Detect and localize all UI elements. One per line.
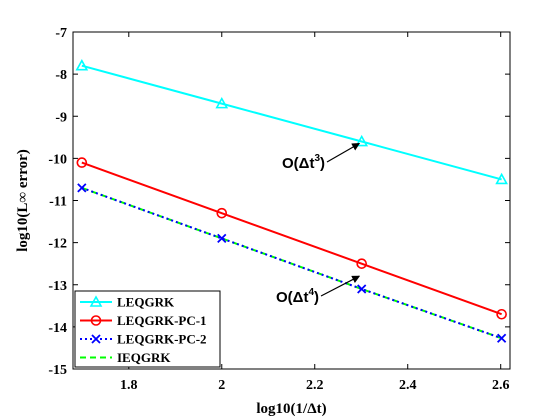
order-annotation: O(Δt3)	[282, 143, 361, 172]
annotation-text: O(Δt4)	[276, 287, 319, 306]
data-point	[216, 207, 228, 219]
legend: LEQGRK LEQGRK-PC-1 LEQGRK-PC-2 IEQGRK	[74, 290, 221, 368]
y-axis-label: log10(L∞ error)	[15, 149, 31, 251]
annotations: O(Δt3) O(Δt4)	[276, 143, 361, 306]
data-point	[76, 157, 88, 168]
legend-marker	[89, 295, 103, 307]
y-tick-label: -12	[48, 237, 67, 252]
x-tick-label: 1.8	[120, 378, 138, 393]
x-tick-label: 2.6	[492, 378, 510, 393]
y-tick-label: -9	[55, 110, 67, 125]
annotation-arrow	[326, 143, 361, 163]
data-point	[215, 96, 229, 109]
y-tick-labels: -15 -14 -13 -12 -11 -10 -9 -8 -7	[48, 26, 67, 378]
y-tick-label: -10	[48, 152, 67, 167]
x-axis-label: log10(1/Δt)	[256, 401, 326, 417]
y-tick-label: -14	[48, 321, 67, 336]
annotation-arrow	[320, 275, 361, 297]
x-tick-label: 2	[218, 378, 225, 393]
annotation-text: O(Δt3)	[282, 153, 325, 172]
legend-entry: LEQGRK	[80, 295, 175, 310]
legend-entry: IEQGRK	[80, 350, 171, 365]
data-point	[75, 59, 89, 71]
series-layer	[75, 59, 508, 343]
data-point	[217, 233, 227, 244]
y-tick-label: -15	[48, 363, 67, 378]
x-tick-label: 2.4	[399, 378, 417, 393]
series-line	[81, 64, 502, 181]
data-point	[355, 134, 369, 147]
series-leqgrk-pc-2	[77, 183, 507, 343]
legend-marker	[90, 315, 102, 326]
series-leqgrk-pc-1	[76, 157, 507, 320]
data-point	[496, 333, 507, 343]
y-tick-label: -13	[48, 279, 67, 294]
series-line	[81, 161, 502, 316]
y-tick-label: -8	[55, 68, 67, 83]
legend-marker	[91, 334, 101, 344]
x-tick-label: 2.2	[306, 378, 324, 393]
order-annotation: O(Δt4)	[276, 275, 361, 306]
legend-label: LEQGRK	[117, 295, 175, 310]
data-point	[356, 258, 367, 269]
y-tick-label: -11	[49, 195, 67, 210]
data-point	[495, 172, 508, 185]
data-point	[357, 284, 367, 294]
series-leqgrk	[75, 59, 508, 185]
x-tick-labels: 1.8 2 2.2 2.4 2.6	[120, 378, 509, 393]
legend-label: LEQGRK-PC-2	[117, 332, 207, 347]
legend-label: IEQGRK	[117, 350, 171, 365]
y-tick-label: -7	[55, 26, 67, 41]
legend-label: LEQGRK-PC-1	[117, 313, 207, 328]
data-point	[496, 308, 507, 320]
series-line	[81, 186, 502, 340]
data-point	[77, 183, 87, 193]
legend-entry: LEQGRK-PC-2	[80, 332, 207, 347]
legend-entry: LEQGRK-PC-1	[80, 313, 207, 328]
